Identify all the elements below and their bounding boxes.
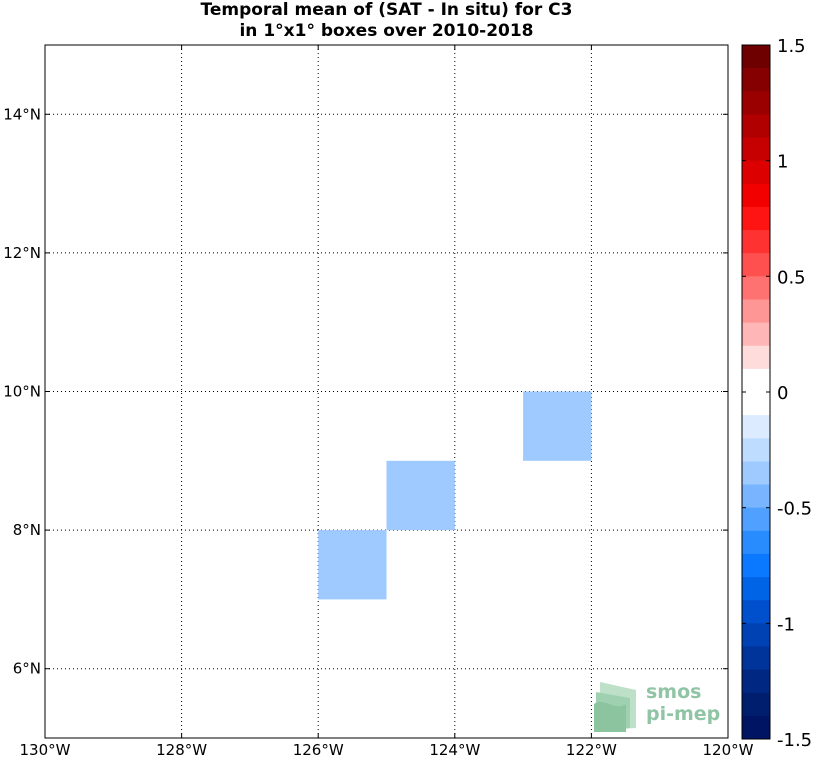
colorbar-swatch xyxy=(742,715,770,740)
colorbar-swatch xyxy=(742,623,770,647)
x-tick-label: 122°W xyxy=(566,741,617,759)
chart-title-line-2: in 1°x1° boxes over 2010-2018 xyxy=(239,21,534,41)
y-tick-label: 12°N xyxy=(3,244,41,262)
colorbar-swatch xyxy=(742,553,770,578)
colorbar-swatch xyxy=(742,484,770,509)
y-tick-label: 14°N xyxy=(3,105,41,123)
colorbar-swatch xyxy=(742,600,770,624)
data-cell xyxy=(386,460,455,531)
colorbar-swatch xyxy=(742,206,770,231)
colorbar-swatch xyxy=(742,114,770,139)
colorbar-swatch xyxy=(742,137,770,162)
logo-wave-icon xyxy=(594,682,636,732)
colorbar-swatch xyxy=(742,276,770,300)
colorbar-tick-label: -0.5 xyxy=(777,499,812,520)
colorbar-swatch xyxy=(742,230,770,254)
colorbar-swatch xyxy=(742,299,770,324)
colorbar-swatch xyxy=(742,646,770,671)
data-cells xyxy=(318,391,592,600)
chart-title-line-1: Temporal mean of (SAT - In situ) for C3 xyxy=(200,0,573,20)
data-cell xyxy=(318,530,387,600)
y-tick-label: 10°N xyxy=(3,383,41,401)
x-tick-label: 130°W xyxy=(20,741,71,759)
colorbar-swatch xyxy=(742,461,770,486)
y-tick-label: 8°N xyxy=(13,521,41,539)
colorbar-swatch xyxy=(742,345,770,370)
colorbar-tick-label: 1.5 xyxy=(777,36,806,57)
colorbar-tick-label: -1.5 xyxy=(777,730,812,751)
y-tick-label: 6°N xyxy=(13,660,41,678)
colorbar-swatch xyxy=(742,160,770,185)
x-tick-label: 126°W xyxy=(293,741,344,759)
colorbar-tick-label: 0.5 xyxy=(777,267,806,288)
colorbar-swatch xyxy=(742,692,770,717)
colorbar-swatch xyxy=(742,530,770,555)
colorbar-swatch xyxy=(742,415,770,439)
x-tick-label: 128°W xyxy=(156,741,207,759)
colorbar-swatch xyxy=(742,438,770,462)
colorbar: 1.5 1 0.5 0 -0.5 -1 -1.5 xyxy=(741,36,812,751)
colorbar-swatch xyxy=(742,669,770,694)
colorbar-tick-label: 0 xyxy=(777,383,788,404)
colorbar-tick-label: 1 xyxy=(777,152,788,173)
colorbar-swatch xyxy=(742,68,770,92)
colorbar-swatch xyxy=(742,45,770,69)
colorbar-swatch xyxy=(742,368,770,393)
smos-pimep-logo: smos pi-mep xyxy=(592,678,732,734)
axis-ticks: 130°W 128°W 126°W 124°W 122°W 120°W 6°N 8°N 10°N… xyxy=(3,45,754,759)
logo-text-line-2: pi-mep xyxy=(646,703,721,725)
grid-layer xyxy=(45,45,728,738)
colorbar-swatch xyxy=(742,392,770,416)
colorbar-tick-label: -1 xyxy=(777,614,795,635)
colorbar-swatch xyxy=(742,322,770,347)
colorbar-swatch xyxy=(742,507,770,532)
logo-text-line-1: smos xyxy=(646,681,702,703)
colorbar-swatch xyxy=(742,91,770,115)
colorbar-swatch xyxy=(742,253,770,277)
data-cell xyxy=(523,391,592,461)
colorbar-swatch xyxy=(742,577,770,601)
colorbar-swatch xyxy=(742,183,770,208)
x-tick-label: 124°W xyxy=(429,741,480,759)
x-tick-label: 120°W xyxy=(703,741,754,759)
